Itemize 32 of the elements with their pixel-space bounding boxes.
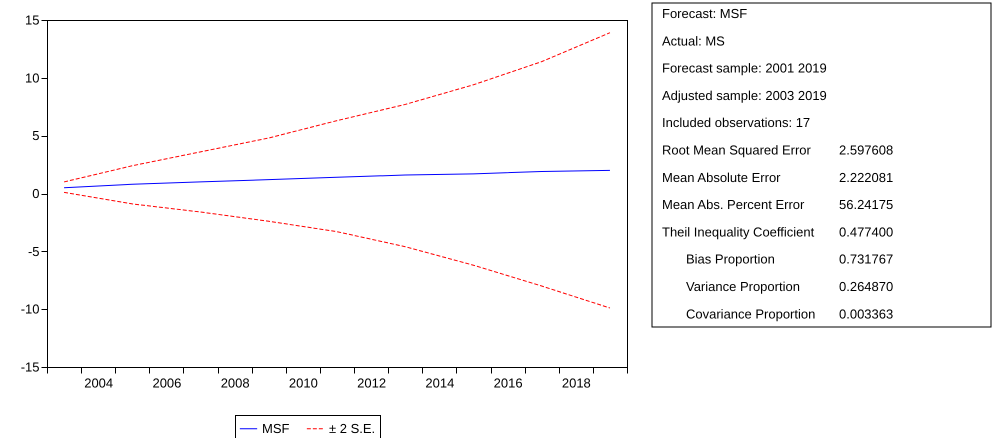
text: Mean Abs. Percent Error 56.24175 xyxy=(662,197,894,212)
text: Bias Proportion 0.731767 xyxy=(686,252,894,267)
x-tick-label: 2012 xyxy=(357,376,386,390)
text: Actual: MS xyxy=(662,33,726,48)
y-tick-label: -5 xyxy=(28,244,40,259)
text: Root Mean Squared Error 2.597608 xyxy=(662,142,894,158)
x-tick-label: 2004 xyxy=(84,376,114,390)
y-tick-label: 5 xyxy=(32,128,40,144)
y-tick-label: 0 xyxy=(32,186,40,201)
text: Forecast: MSF xyxy=(662,6,748,21)
text: Included observations: 17 xyxy=(662,115,810,130)
text: Mean Absolute Error 2.222081 xyxy=(662,170,894,185)
line-series xyxy=(64,170,610,188)
y-tick-label: -15 xyxy=(20,360,40,374)
text: Theil Inequality Coefficient 0.477400 xyxy=(662,224,894,240)
text: Forecast sample: 2001 2019 xyxy=(662,60,827,76)
x-tick-label: 2006 xyxy=(152,376,182,390)
line-series xyxy=(64,192,610,309)
x-tick-label: 2018 xyxy=(562,376,591,390)
y-tick-label: 10 xyxy=(25,70,40,86)
legend-label: MSF xyxy=(262,420,290,436)
x-tick-label: 2014 xyxy=(425,376,454,390)
x-tick-label: 2008 xyxy=(220,376,250,390)
y-tick-label: 15 xyxy=(25,12,40,28)
x-tick-label: 2010 xyxy=(288,376,318,390)
y-tick-label: -10 xyxy=(20,302,40,317)
text: Variance Proportion 0.264870 xyxy=(686,279,894,294)
x-tick-label: 2016 xyxy=(494,376,523,390)
text: Adjusted sample: 2003 2019 xyxy=(662,88,827,103)
line-series xyxy=(64,32,610,182)
legend-label: ± 2 S.E. xyxy=(329,420,376,436)
text: Covariance Proportion 0.003363 xyxy=(686,306,894,322)
